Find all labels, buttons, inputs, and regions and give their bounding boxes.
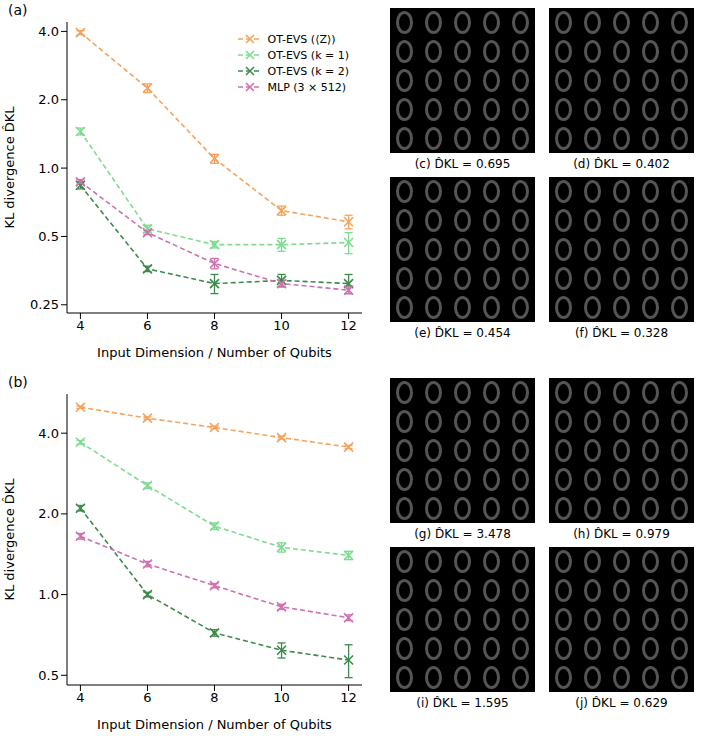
- svg-text:6: 6: [143, 690, 151, 705]
- html-text:(g) D̂KL = 3.478: (g) D̂KL = 3.478: [414, 527, 511, 541]
- svg-text:KL divergence D̂KL: KL divergence D̂KL: [2, 106, 17, 229]
- svg-text:0.25: 0.25: [30, 297, 59, 312]
- html-text:(a): (a): [8, 2, 28, 18]
- svg-text:8: 8: [210, 318, 218, 333]
- svg-text:0.5: 0.5: [38, 668, 59, 683]
- html-text:OT-EVS (k = 2): OT-EVS (k = 2): [267, 64, 349, 78]
- svg-text:4: 4: [76, 318, 84, 333]
- svg-text:2.0: 2.0: [38, 506, 59, 521]
- svg-text:10: 10: [273, 690, 290, 705]
- svg-text:0.5: 0.5: [38, 229, 59, 244]
- html-text:(f) D̂KL = 0.328: (f) D̂KL = 0.328: [574, 326, 669, 340]
- html-text:MLP (3 × 512): MLP (3 × 512): [267, 80, 347, 94]
- html-text:OT-EVS (⟨Z⟩): OT-EVS (⟨Z⟩): [267, 32, 336, 46]
- html-text:(b): (b): [8, 374, 28, 390]
- html-text:(e) D̂KL = 0.454: (e) D̂KL = 0.454: [414, 326, 511, 340]
- svg-text:Input Dimension / Number of Qu: Input Dimension / Number of Qubits: [97, 345, 332, 360]
- svg-text:2.0: 2.0: [38, 92, 59, 107]
- svg-text:1.0: 1.0: [38, 587, 59, 602]
- svg-text:4: 4: [76, 690, 84, 705]
- svg-text:8: 8: [210, 690, 218, 705]
- html-text:(i) D̂KL = 1.595: (i) D̂KL = 1.595: [416, 696, 509, 710]
- html-text:(j) D̂KL = 0.629: (j) D̂KL = 0.629: [575, 696, 668, 710]
- html-text:(h) D̂KL = 0.979: (h) D̂KL = 0.979: [573, 527, 670, 541]
- svg-text:10: 10: [273, 318, 290, 333]
- svg-text:4.0: 4.0: [38, 24, 59, 39]
- svg-text:1.0: 1.0: [38, 161, 59, 176]
- svg-text:4.0: 4.0: [38, 426, 59, 441]
- html-text:(c) D̂KL = 0.695: (c) D̂KL = 0.695: [414, 157, 511, 171]
- svg-text:Input Dimension / Number of Qu: Input Dimension / Number of Qubits: [97, 717, 332, 732]
- svg-text:12: 12: [340, 318, 357, 333]
- html-text:(d) D̂KL = 0.402: (d) D̂KL = 0.402: [573, 157, 670, 171]
- svg-text:KL divergence D̂KL: KL divergence D̂KL: [2, 478, 17, 601]
- svg-text:12: 12: [340, 690, 357, 705]
- svg-text:6: 6: [143, 318, 151, 333]
- html-text:OT-EVS (k = 1): OT-EVS (k = 1): [267, 48, 349, 62]
